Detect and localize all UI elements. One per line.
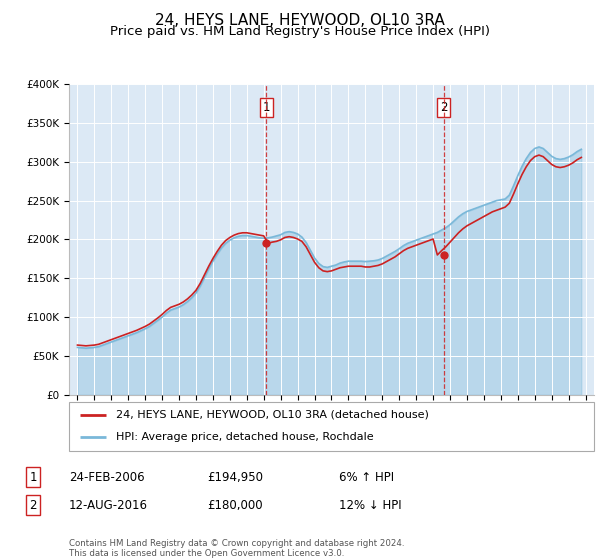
Text: HPI: Average price, detached house, Rochdale: HPI: Average price, detached house, Roch… xyxy=(116,432,374,442)
Text: 2: 2 xyxy=(29,498,37,512)
Text: £180,000: £180,000 xyxy=(207,498,263,512)
Text: 24-FEB-2006: 24-FEB-2006 xyxy=(69,470,145,484)
Text: Contains HM Land Registry data © Crown copyright and database right 2024.: Contains HM Land Registry data © Crown c… xyxy=(69,539,404,548)
Text: 24, HEYS LANE, HEYWOOD, OL10 3RA (detached house): 24, HEYS LANE, HEYWOOD, OL10 3RA (detach… xyxy=(116,410,429,420)
Text: Price paid vs. HM Land Registry's House Price Index (HPI): Price paid vs. HM Land Registry's House … xyxy=(110,25,490,38)
Text: £194,950: £194,950 xyxy=(207,470,263,484)
Text: This data is licensed under the Open Government Licence v3.0.: This data is licensed under the Open Gov… xyxy=(69,549,344,558)
Text: 1: 1 xyxy=(263,101,270,114)
Text: 12% ↓ HPI: 12% ↓ HPI xyxy=(339,498,401,512)
Text: 2: 2 xyxy=(440,101,448,114)
Text: 24, HEYS LANE, HEYWOOD, OL10 3RA: 24, HEYS LANE, HEYWOOD, OL10 3RA xyxy=(155,13,445,28)
Text: 1: 1 xyxy=(29,470,37,484)
FancyBboxPatch shape xyxy=(69,402,594,451)
Text: 12-AUG-2016: 12-AUG-2016 xyxy=(69,498,148,512)
Text: 6% ↑ HPI: 6% ↑ HPI xyxy=(339,470,394,484)
